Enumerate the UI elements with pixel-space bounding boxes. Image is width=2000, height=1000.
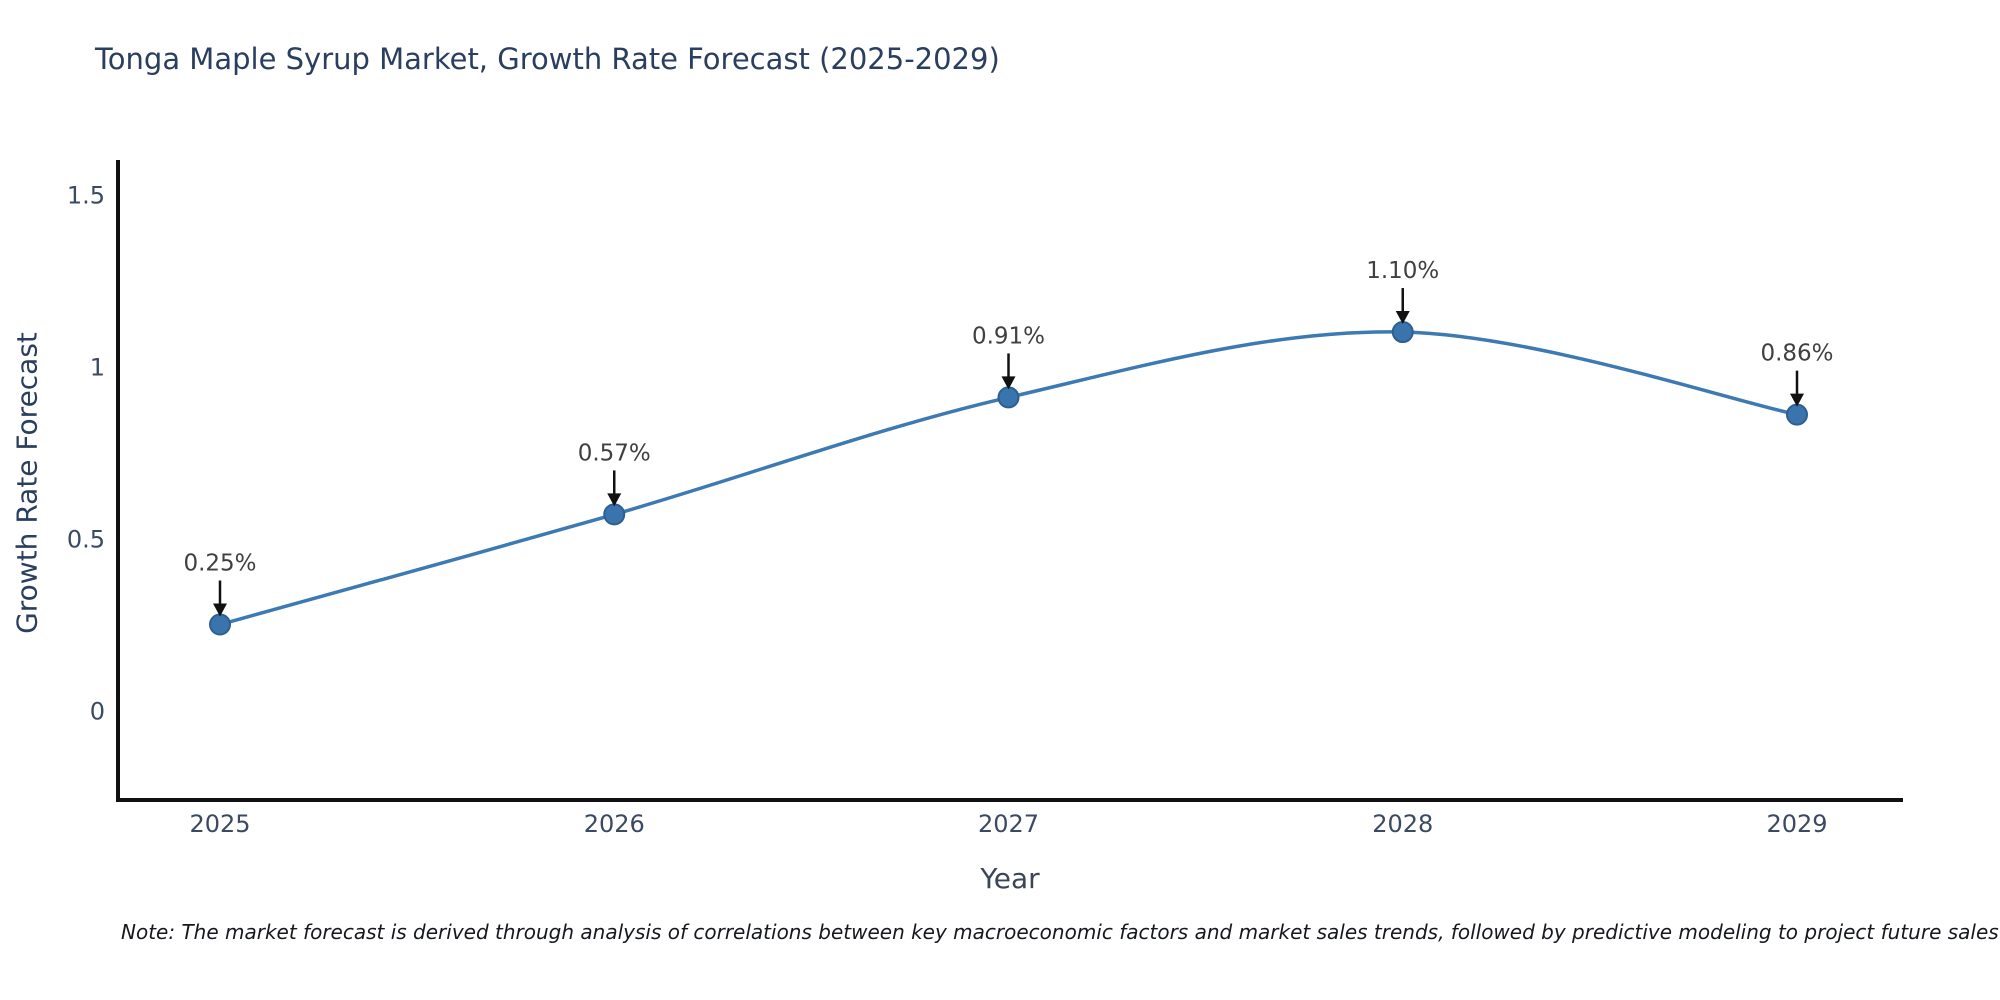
footnote: Note: The market forecast is derived thr…	[121, 920, 1999, 944]
y-tick-label: 0.5	[67, 525, 105, 553]
y-tick-label: 1	[90, 353, 105, 381]
point-annotation-label: 0.86%	[1760, 341, 1833, 367]
point-annotation-label: 0.57%	[578, 440, 651, 466]
chart-title: Tonga Maple Syrup Market, Growth Rate Fo…	[95, 42, 1000, 76]
data-point-marker	[603, 503, 626, 526]
point-annotation-label: 1.10%	[1366, 258, 1439, 284]
data-point-marker	[997, 386, 1020, 409]
annotation-arrowhead-icon	[1001, 376, 1016, 390]
annotation-arrowhead-icon	[607, 493, 622, 507]
x-tick-label: 2027	[978, 810, 1039, 838]
x-tick-label: 2025	[189, 810, 250, 838]
x-tick-label: 2026	[584, 810, 645, 838]
y-tick-label: 0	[90, 698, 105, 726]
annotation-arrowhead-icon	[1790, 393, 1804, 407]
data-point-marker	[1786, 403, 1808, 426]
x-tick-label: 2028	[1372, 810, 1433, 838]
y-tick-label: 1.5	[67, 181, 105, 209]
data-point-marker	[1391, 321, 1414, 344]
x-tick-label: 2029	[1766, 810, 1827, 838]
point-annotation-label: 0.91%	[972, 323, 1045, 349]
annotation-arrowhead-icon	[1395, 311, 1410, 325]
x-axis-title: Year	[980, 862, 1040, 895]
point-annotation-label: 0.25%	[183, 551, 256, 577]
annotation-arrowhead-icon	[213, 603, 227, 617]
data-point-marker	[209, 613, 231, 636]
